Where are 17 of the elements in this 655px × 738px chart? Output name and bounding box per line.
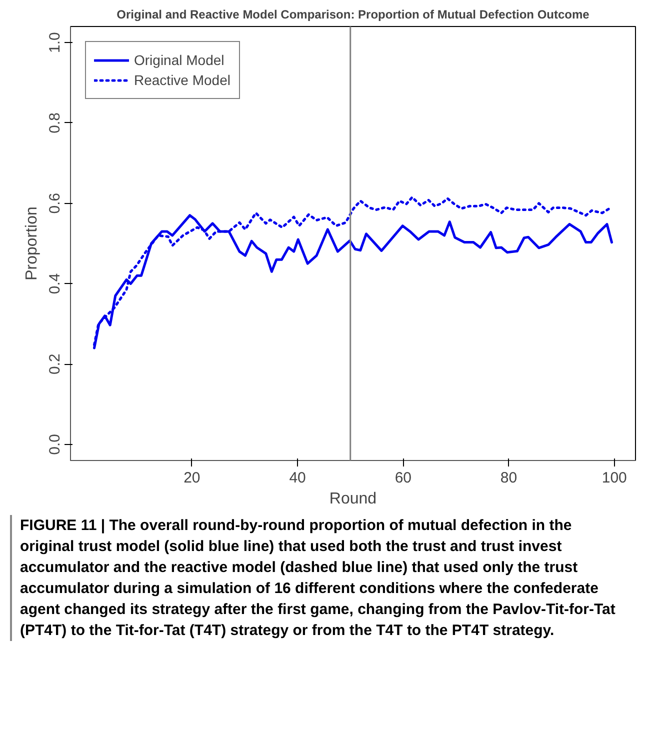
legend-label: Reactive Model	[134, 72, 230, 88]
y-axis-title: Proportion	[24, 206, 40, 280]
y-tick-label: 0.8	[46, 112, 64, 134]
x-tick-label: 60	[394, 470, 412, 486]
x-axis-title: Round	[329, 490, 377, 508]
y-tick-label: 1.0	[46, 32, 64, 53]
x-tick-label: 40	[289, 470, 306, 486]
x-tick-label: 100	[602, 470, 627, 486]
caption: FIGURE 11 | The overall round-by-round proportion of mutual defection in the original trust model (solid blue line) that used both the trust and trust invest accumulator and the reactive model (dashed blue line) that used only the trust accumulator during a simulation of 16 different conditions where the confederate agent changed its strategy after the first game, changing from the Pavlov-Tit-for-Tat (PT4T) to the Tit-for-Tat (T4T) strategy or from the T4T to the PT4T strategy.	[20, 516, 616, 641]
x-tick-label: 80	[500, 470, 518, 486]
x-tick-label: 20	[184, 470, 200, 486]
legend-label: Original Model	[134, 52, 224, 68]
y-tick-label: 0.4	[46, 273, 64, 294]
chart-title: Original and Reactive Model Comparison: Proportion of Mutual Defection Outcome	[116, 8, 590, 22]
y-tick-label: 0.0	[46, 434, 64, 455]
y-tick-label: 0.6	[46, 192, 64, 214]
y-tick-label: 0.2	[46, 354, 64, 374]
